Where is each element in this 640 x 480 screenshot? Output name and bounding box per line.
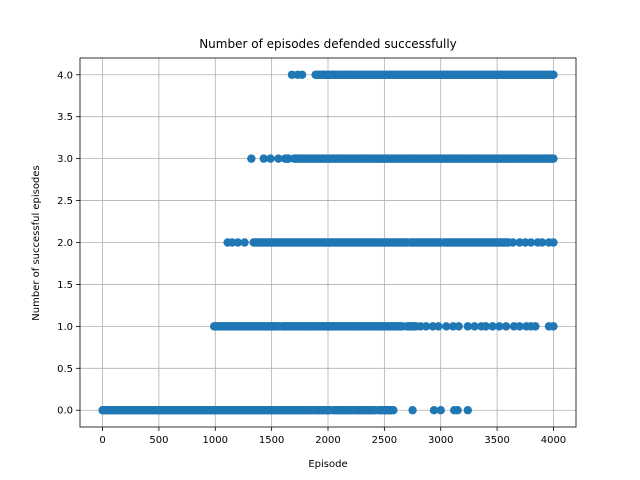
y-tick-label: 1.5 — [57, 280, 73, 291]
x-tick-label: 3500 — [484, 435, 509, 446]
data-point — [308, 406, 317, 415]
data-point — [453, 406, 462, 415]
data-point — [389, 406, 398, 415]
data-points — [98, 70, 558, 415]
data-point — [259, 154, 268, 163]
data-point — [481, 322, 491, 331]
y-tick-label: 0.0 — [57, 406, 73, 417]
x-tick-label: 4000 — [541, 435, 566, 446]
y-tick-label: 2.0 — [57, 238, 73, 249]
data-point — [434, 322, 443, 331]
data-point — [501, 322, 511, 331]
data-point — [526, 238, 536, 247]
y-tick-label: 2.5 — [57, 196, 73, 207]
y-tick-label: 3.5 — [57, 112, 73, 123]
data-point — [463, 406, 472, 415]
data-point — [454, 322, 463, 331]
x-tick-label: 1500 — [259, 435, 284, 446]
data-point — [436, 406, 445, 415]
x-axis-label: Episode — [308, 459, 347, 470]
data-point — [537, 238, 547, 247]
data-point — [463, 322, 472, 331]
x-tick-label: 500 — [149, 435, 168, 446]
data-point — [495, 322, 504, 331]
data-point — [531, 322, 540, 331]
data-point — [233, 238, 243, 247]
data-point — [549, 70, 558, 79]
data-point — [488, 322, 497, 331]
x-tick-label: 0 — [99, 435, 105, 446]
y-axis-label: Number of successful episodes — [31, 165, 42, 320]
x-tick-label: 1000 — [203, 435, 228, 446]
x-tick-label: 2500 — [372, 435, 397, 446]
y-tick-label: 1.0 — [57, 322, 73, 333]
data-point — [508, 238, 518, 247]
data-point — [247, 154, 256, 163]
data-point — [240, 238, 249, 247]
x-tick-label: 3000 — [428, 435, 453, 446]
data-point — [326, 406, 335, 415]
x-tick-label: 2000 — [315, 435, 340, 446]
data-point — [371, 406, 380, 415]
data-point — [266, 154, 275, 163]
data-point — [421, 322, 431, 331]
data-point — [549, 154, 558, 163]
data-point — [398, 322, 407, 331]
data-point — [429, 406, 439, 415]
data-point — [442, 322, 451, 331]
data-point — [515, 322, 524, 331]
y-tick-label: 0.5 — [57, 364, 73, 375]
data-point — [470, 322, 479, 331]
y-tick-label: 4.0 — [57, 70, 73, 81]
data-point — [348, 406, 357, 415]
data-point — [408, 406, 417, 415]
data-point — [549, 238, 558, 247]
data-point — [274, 154, 283, 163]
y-tick-label: 3.0 — [57, 154, 73, 165]
data-point — [549, 322, 558, 331]
data-point — [297, 70, 307, 79]
chart-title: Number of episodes defended successfully — [199, 37, 457, 51]
axis-ticks: 0 500 1000 1500 2000 2500 3000 3500 4000 0.0 0.5 1.… — [57, 70, 566, 446]
